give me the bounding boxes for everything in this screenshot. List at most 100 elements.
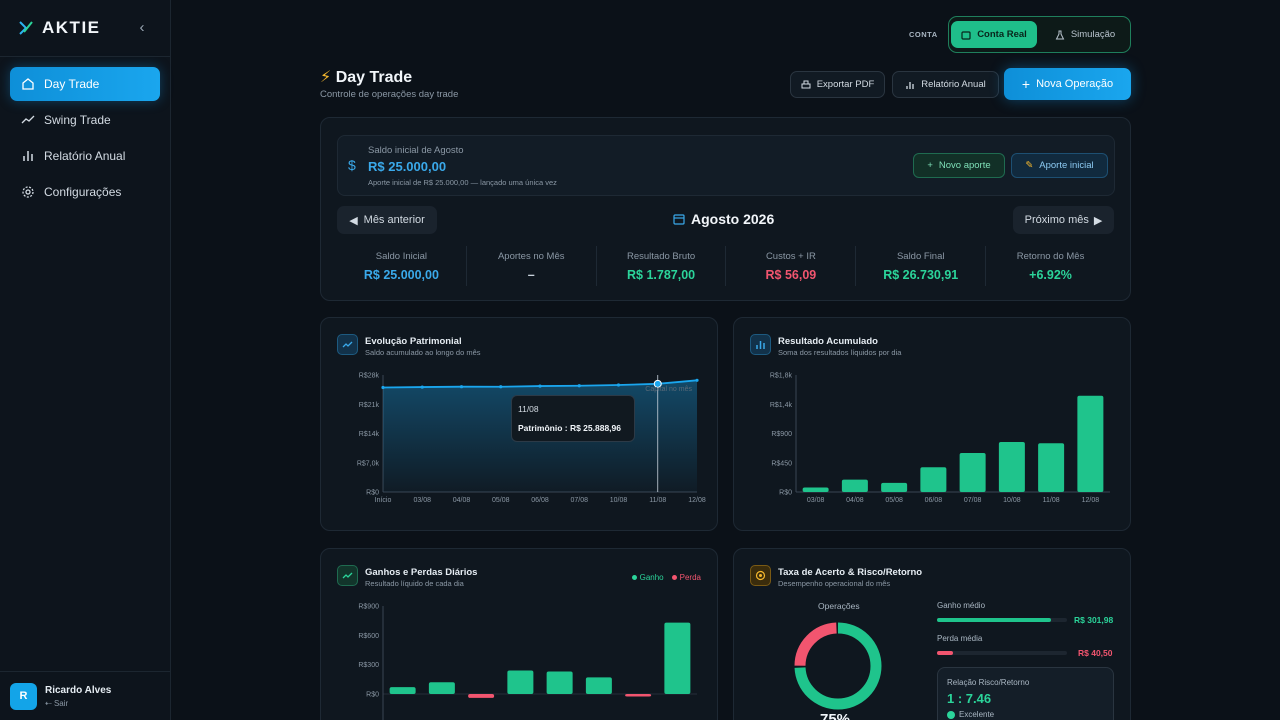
trend-icon — [337, 334, 358, 355]
ganhos-perdas-card: Ganhos e Perdas Diários Resultado líquid… — [320, 548, 718, 720]
month-label: Agosto 2026 — [691, 211, 775, 227]
saldo-note: Aporte inicial de R$ 25.000,00 — lançado… — [368, 178, 557, 187]
gain-bar — [507, 670, 534, 694]
donut-chart — [794, 622, 882, 710]
sidebar-item-relatorio[interactable]: Relatório Anual — [10, 139, 160, 173]
card-subtitle: Soma dos resultados líquidos por dia — [778, 348, 902, 357]
gain-bar — [389, 687, 416, 694]
logout-link[interactable]: ⇠ Sair — [45, 699, 111, 708]
acumulado-card: Resultado Acumulado Soma dos resultados … — [733, 317, 1131, 531]
data-point — [420, 385, 424, 389]
printer-icon — [801, 80, 811, 90]
next-month-label: Próximo mês — [1024, 214, 1089, 226]
x-tick-label: 05/08 — [492, 497, 510, 504]
plus-icon: + — [1021, 76, 1031, 92]
stat-value: R$ 26.730,91 — [883, 268, 959, 282]
account-switch: Conta Real Simulação — [948, 16, 1131, 53]
legend-gain-label: Ganho — [639, 573, 664, 582]
stat-label: Custos + IR — [765, 251, 816, 262]
x-tick-label: 06/08 — [925, 497, 943, 504]
brand: AKTIE ‹ — [0, 0, 170, 57]
avatar[interactable]: R — [10, 682, 37, 710]
bar — [841, 479, 868, 492]
new-operation-button[interactable]: + Nova Operação — [1004, 68, 1131, 100]
taxa-acerto-card: Taxa de Acerto & Risco/Retorno Desempenh… — [733, 548, 1131, 720]
stat-aportes: Aportes no Mês – — [467, 246, 597, 286]
next-month-button[interactable]: Próximo mês ▶ — [1013, 206, 1114, 234]
aporte-inicial-button[interactable]: ✎ Aporte inicial — [1011, 153, 1108, 178]
prev-month-button[interactable]: ◀ Mês anterior — [337, 206, 437, 234]
sidebar-item-configuracoes[interactable]: Configurações — [10, 175, 160, 209]
account-real-button[interactable]: Conta Real — [951, 21, 1037, 48]
legend-loss-label: Perda — [679, 573, 701, 582]
perda-media-value: R$ 40,50 — [1078, 648, 1113, 658]
target-icon — [750, 565, 771, 586]
x-tick-label: 10/08 — [1003, 497, 1021, 504]
x-tick-label: 12/08 — [688, 497, 706, 504]
logout-label: Sair — [53, 698, 69, 708]
account-real-label: Conta Real — [977, 29, 1027, 40]
x-tick-label: 11/08 — [649, 497, 666, 504]
y-tick-label: R$300 — [358, 662, 379, 669]
x-tick-label: 10/08 — [610, 497, 628, 504]
brand-name: AKTIE — [42, 18, 101, 37]
data-point — [459, 385, 464, 389]
acumulado-chart: R$0 R$450 R$900 R$1,4k R$1,8k 03/08 04/08 05/08… — [770, 373, 1110, 504]
stat-saldo-inicial: Saldo Inicial R$ 25.000,00 — [337, 246, 467, 286]
data-point — [616, 383, 621, 387]
summary-panel: $ Saldo inicial de Agosto R$ 25.000,00 A… — [320, 117, 1131, 301]
y-tick-label: R$14k — [359, 431, 380, 438]
gain-bar — [546, 671, 573, 694]
pencil-icon: ✎ — [1025, 160, 1034, 171]
ganho-medio-track — [937, 618, 1067, 622]
ganhos-perdas-chart: R$0 R$300 R$600 R$900 — [358, 604, 697, 720]
stat-value: R$ 56,09 — [765, 268, 817, 282]
gear-icon — [21, 185, 35, 199]
win-rate-value: 75% — [820, 711, 851, 720]
account-sim-button[interactable]: Simulação — [1043, 21, 1127, 48]
stats-row: Saldo Inicial R$ 25.000,00 Aportes no Mês… — [337, 246, 1115, 286]
ganho-slice — [794, 622, 882, 710]
bar-chart-icon — [905, 80, 915, 90]
collapse-sidebar-icon[interactable]: ‹ — [139, 19, 145, 36]
export-pdf-label: Exportar PDF — [816, 79, 875, 90]
y-tick-label: R$0 — [779, 490, 792, 497]
perda-media-label: Perda média — [937, 634, 983, 643]
novo-aporte-label: Novo aporte — [938, 160, 991, 171]
card-subtitle: Saldo acumulado ao longo do mês — [365, 348, 481, 357]
saldo-label: Saldo inicial de Agosto — [368, 145, 464, 156]
y-tick-label: R$1,4k — [770, 402, 793, 409]
export-pdf-button[interactable]: Exportar PDF — [790, 71, 885, 98]
stat-value: +6.92% — [1029, 268, 1072, 282]
sidebar-item-swing-trade[interactable]: Swing Trade — [10, 103, 160, 137]
loss-bar — [625, 694, 652, 697]
legend-gain: Ganho — [631, 573, 664, 582]
triangle-right-icon: ▶ — [1093, 214, 1103, 227]
bar — [998, 441, 1025, 492]
x-tick-label: 11/08 — [1043, 497, 1060, 504]
x-tick-label: 03/08 — [413, 497, 431, 504]
novo-aporte-button[interactable]: + Novo aporte — [913, 153, 1005, 178]
bar — [920, 467, 947, 492]
gain-bar — [428, 682, 455, 694]
bar — [802, 487, 829, 492]
nav-menu: Day Trade Swing Trade Relatório Anual Co… — [0, 57, 170, 221]
user-box: R Ricardo Alves ⇠ Sair — [0, 671, 170, 720]
card-title: Resultado Acumulado — [778, 336, 878, 347]
y-tick-label: R$1,8k — [770, 373, 793, 380]
legend-loss: Perda — [671, 573, 701, 582]
stat-saldo-final: Saldo Final R$ 26.730,91 — [856, 246, 987, 286]
rr-status-label: Excelente — [959, 710, 995, 719]
stat-label: Resultado Bruto — [627, 251, 696, 262]
account-label: CONTA — [909, 30, 938, 39]
stat-label: Saldo Final — [896, 251, 945, 262]
sidebar: AKTIE ‹ Day Trade Swing Trade Relatório … — [0, 0, 171, 720]
stat-custos-ir: Custos + IR R$ 56,09 — [726, 246, 857, 286]
page-title: ⚡ Day Trade — [320, 67, 412, 87]
lightning-icon: ⚡ — [320, 69, 332, 86]
sidebar-item-day-trade[interactable]: Day Trade — [10, 67, 160, 101]
data-point — [695, 378, 699, 382]
chart-tooltip: 11/08 Patrimônio : R$ 25.888,96 — [511, 395, 635, 442]
annual-report-button[interactable]: Relatório Anual — [892, 71, 999, 98]
home-icon — [21, 77, 35, 91]
